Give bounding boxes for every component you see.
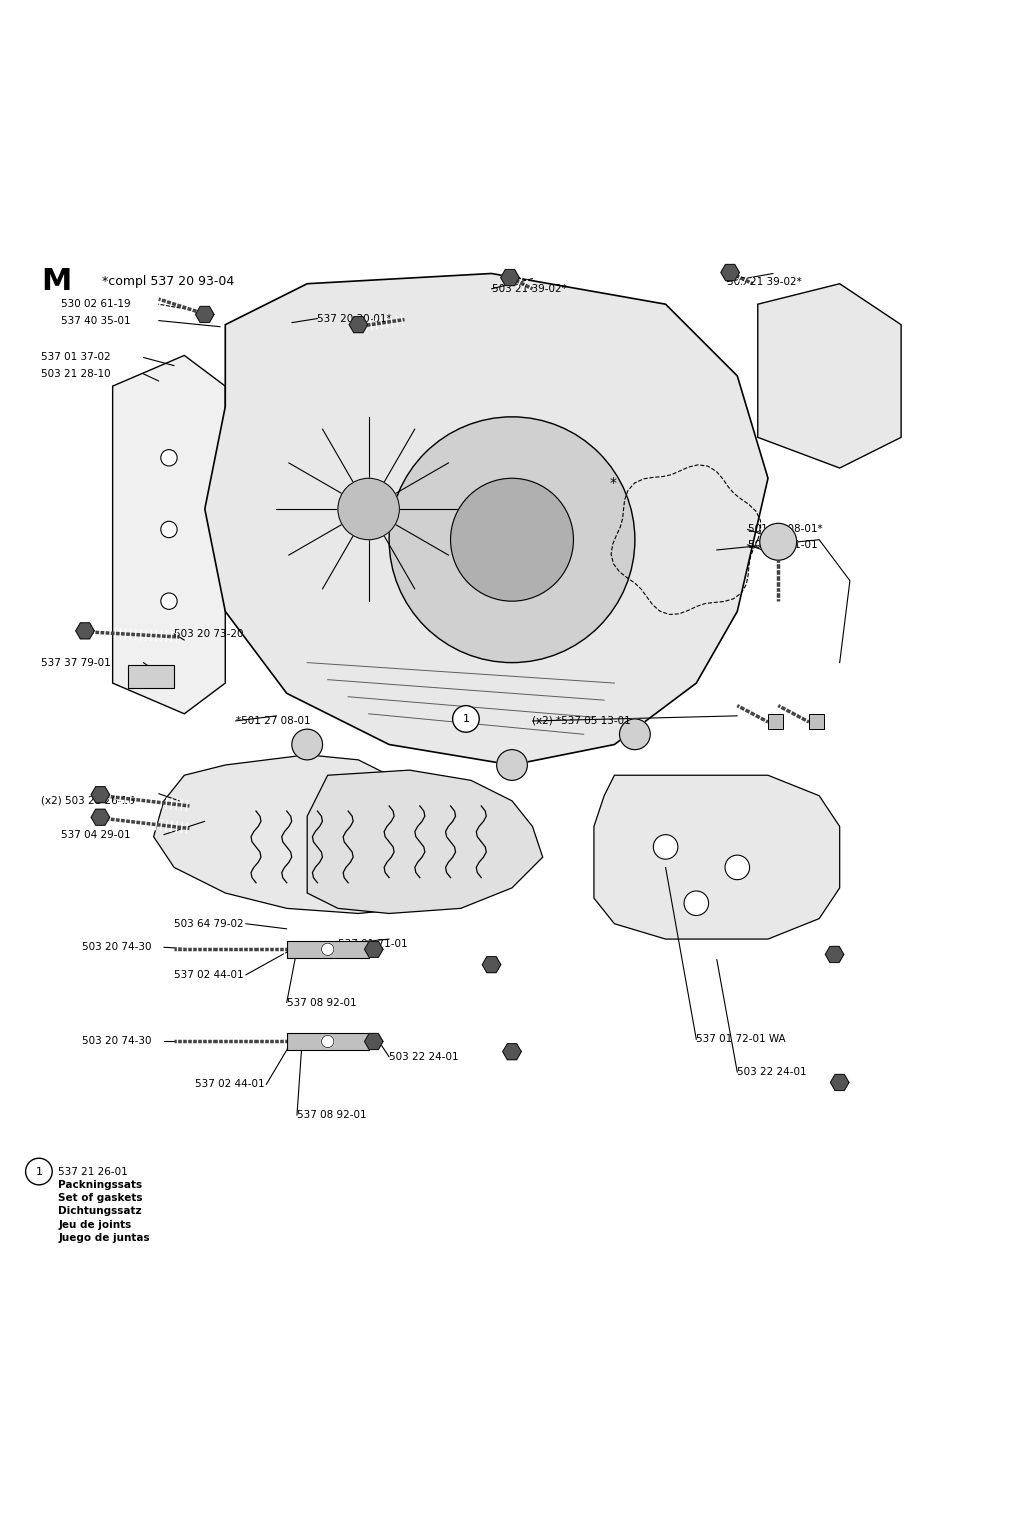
- Polygon shape: [113, 355, 225, 715]
- Text: 503 21 28-10: 503 21 28-10: [41, 369, 111, 379]
- Text: 503 21 39-02*: 503 21 39-02*: [727, 277, 802, 286]
- Text: 503 20 74-30: 503 20 74-30: [82, 1036, 152, 1047]
- Text: *: *: [609, 476, 616, 491]
- Polygon shape: [91, 809, 110, 825]
- Polygon shape: [594, 776, 840, 939]
- Circle shape: [26, 1158, 52, 1184]
- Circle shape: [292, 730, 323, 760]
- Polygon shape: [721, 265, 739, 280]
- Text: 503 22 24-01: 503 22 24-01: [389, 1051, 459, 1062]
- Text: 503 22 24-01: 503 22 24-01: [737, 1068, 807, 1077]
- Circle shape: [161, 450, 177, 467]
- Polygon shape: [307, 770, 543, 913]
- Text: 503 20 74-30: 503 20 74-30: [82, 942, 152, 952]
- Text: 501 27 08-01*: 501 27 08-01*: [748, 525, 822, 534]
- Text: (x2) 503 21 26-16: (x2) 503 21 26-16: [41, 796, 135, 806]
- Text: 503 84 61-01: 503 84 61-01: [748, 540, 817, 549]
- Text: (x2) *537 05 13-01: (x2) *537 05 13-01: [532, 716, 631, 725]
- Text: 537 01 37-02: 537 01 37-02: [41, 352, 111, 363]
- Polygon shape: [128, 664, 174, 688]
- Circle shape: [322, 1036, 334, 1048]
- Polygon shape: [830, 1074, 849, 1091]
- Polygon shape: [349, 317, 368, 332]
- Polygon shape: [825, 947, 844, 962]
- Text: 537 08 92-01: 537 08 92-01: [287, 998, 356, 1008]
- Text: 537 08 92-01: 537 08 92-01: [297, 1111, 367, 1120]
- Text: 503 64 79-02: 503 64 79-02: [174, 918, 244, 929]
- Polygon shape: [365, 1033, 383, 1050]
- Polygon shape: [365, 941, 383, 958]
- Text: *compl 537 20 93-04: *compl 537 20 93-04: [102, 275, 234, 288]
- Polygon shape: [196, 306, 214, 323]
- Circle shape: [620, 719, 650, 750]
- Text: 537 02 44-01: 537 02 44-01: [195, 1080, 264, 1089]
- Polygon shape: [758, 283, 901, 468]
- Circle shape: [451, 479, 573, 601]
- Polygon shape: [154, 754, 481, 913]
- Polygon shape: [205, 274, 768, 765]
- Polygon shape: [76, 623, 94, 640]
- Polygon shape: [768, 715, 783, 730]
- Circle shape: [725, 855, 750, 880]
- Circle shape: [684, 890, 709, 915]
- Polygon shape: [91, 786, 110, 803]
- Circle shape: [453, 705, 479, 733]
- Text: 503 20 73-20: 503 20 73-20: [174, 629, 244, 640]
- Text: 503 21 39-02*: 503 21 39-02*: [492, 285, 566, 294]
- Text: *501 27 08-01: *501 27 08-01: [236, 716, 310, 725]
- Circle shape: [161, 594, 177, 609]
- Text: Juego de juntas: Juego de juntas: [58, 1233, 150, 1242]
- Text: 1: 1: [463, 715, 469, 724]
- Text: 537 01 72-01 WA: 537 01 72-01 WA: [696, 1034, 786, 1045]
- Text: 537 02 44-01: 537 02 44-01: [174, 970, 244, 979]
- Text: 530 02 61-19: 530 02 61-19: [61, 300, 131, 309]
- Circle shape: [338, 479, 399, 540]
- Text: 537 01 71-01: 537 01 71-01: [338, 939, 408, 949]
- Text: 1: 1: [36, 1166, 42, 1177]
- Text: 537 40 35-01: 537 40 35-01: [61, 315, 131, 326]
- Text: 537 37 79-01: 537 37 79-01: [41, 658, 111, 667]
- Circle shape: [322, 942, 334, 955]
- Circle shape: [389, 416, 635, 662]
- Text: 537 04 29-01: 537 04 29-01: [61, 829, 131, 840]
- Text: Set of gaskets: Set of gaskets: [58, 1193, 143, 1203]
- Text: 537 21 26-01: 537 21 26-01: [58, 1166, 128, 1177]
- Text: M: M: [41, 268, 72, 297]
- Polygon shape: [809, 715, 824, 730]
- Polygon shape: [503, 1043, 521, 1060]
- Circle shape: [497, 750, 527, 780]
- Polygon shape: [287, 941, 369, 958]
- Text: 537 20 30-01*: 537 20 30-01*: [317, 314, 392, 323]
- Circle shape: [760, 523, 797, 560]
- Text: Packningssats: Packningssats: [58, 1180, 142, 1190]
- Text: Jeu de joints: Jeu de joints: [58, 1219, 132, 1230]
- Polygon shape: [287, 1033, 369, 1050]
- Circle shape: [161, 522, 177, 537]
- Polygon shape: [501, 269, 519, 286]
- Circle shape: [653, 835, 678, 860]
- Polygon shape: [482, 956, 501, 973]
- Text: Dichtungssatz: Dichtungssatz: [58, 1207, 142, 1216]
